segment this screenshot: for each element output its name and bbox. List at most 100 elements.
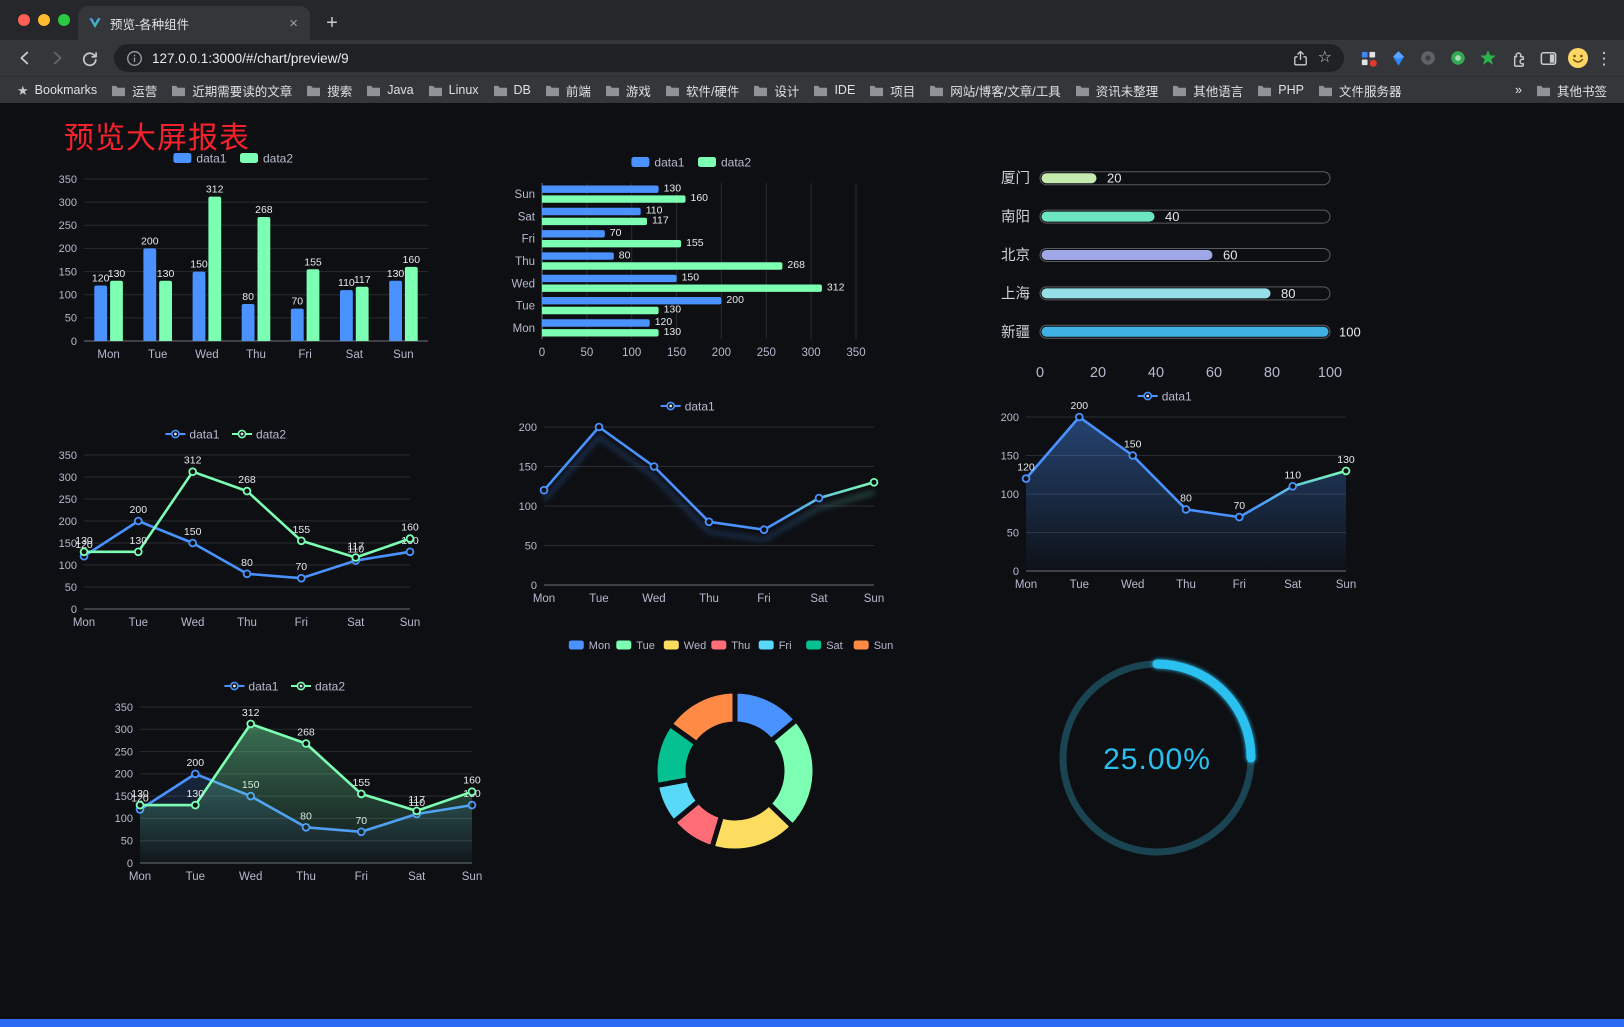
tab-close-button[interactable]: ×: [289, 14, 298, 32]
browser-menu-icon[interactable]: ⋮: [1595, 48, 1613, 68]
tab-strip: 预览-各种组件 × +: [0, 0, 1624, 40]
svg-text:Fri: Fri: [298, 349, 311, 361]
percent-gauge-chart[interactable]: 25.00%: [1028, 641, 1286, 879]
svg-text:Thu: Thu: [1176, 579, 1196, 591]
tab-preview[interactable]: 预览-各种组件 ×: [78, 6, 310, 40]
svg-text:Fri: Fri: [1233, 579, 1246, 591]
svg-text:Fri: Fri: [295, 617, 308, 629]
two-series-line-chart[interactable]: data1 data2 0 50 100 150 200 250 300 350 Mon Tue Wed…: [40, 421, 426, 639]
svg-text:300: 300: [59, 197, 77, 209]
bookmark-folder-0[interactable]: 运营: [104, 78, 164, 103]
bookmark-folder-16[interactable]: 文件服务器: [1311, 78, 1409, 103]
svg-text:200: 200: [712, 347, 731, 359]
bookmark-folder-14[interactable]: 其他语言: [1165, 78, 1250, 103]
svg-text:150: 150: [1124, 439, 1142, 451]
bookmark-folder-1[interactable]: 近期需要读的文章: [164, 78, 299, 103]
extension-star-icon[interactable]: [1474, 44, 1502, 72]
svg-text:data2: data2: [315, 679, 345, 693]
svg-text:300: 300: [115, 724, 133, 736]
bookmark-folder-11[interactable]: 项目: [862, 78, 922, 103]
horizontal-bar-chart[interactable]: data1 data2 0 50 100 150 200 250 300 350 Mon 120 130…: [498, 149, 898, 367]
svg-text:0: 0: [127, 858, 133, 870]
svg-text:Thu: Thu: [699, 593, 719, 605]
svg-text:data2: data2: [263, 151, 293, 165]
bookmark-label: 软件/硬件: [685, 84, 740, 99]
extension-green-circle-icon[interactable]: [1444, 44, 1472, 72]
site-info-icon[interactable]: [126, 50, 143, 67]
bookmark-folder-2[interactable]: 搜索: [299, 78, 359, 103]
bookmarks-overflow-button[interactable]: »: [1515, 83, 1522, 97]
forward-button[interactable]: [42, 43, 72, 73]
svg-text:0: 0: [1036, 365, 1044, 381]
bookmark-folder-13[interactable]: 资讯未整理: [1068, 78, 1166, 103]
svg-text:200: 200: [1071, 400, 1089, 412]
bookmark-folder-6[interactable]: 前端: [538, 78, 598, 103]
bookmark-item-root[interactable]: ★ Bookmarks: [10, 80, 104, 100]
new-tab-button[interactable]: +: [326, 11, 338, 34]
svg-text:80: 80: [619, 249, 631, 261]
svg-text:130: 130: [1337, 454, 1355, 466]
svg-text:200: 200: [59, 516, 77, 528]
svg-text:70: 70: [1233, 500, 1245, 512]
close-window-button[interactable]: [18, 14, 30, 26]
other-bookmarks-folder[interactable]: 其他书签: [1529, 78, 1614, 103]
bookmark-folder-4[interactable]: Linux: [421, 80, 486, 100]
bookmark-folder-9[interactable]: 设计: [746, 78, 806, 103]
svg-text:150: 150: [190, 259, 208, 271]
svg-text:120: 120: [92, 273, 110, 285]
gradient-line-chart[interactable]: data1 0 50 100 150 200 Mon Tue Wed Thu Fri Sat Sun: [500, 393, 890, 615]
back-button[interactable]: [10, 43, 40, 73]
svg-text:Fri: Fri: [355, 871, 368, 883]
minimize-window-button[interactable]: [38, 14, 50, 26]
bookmark-label: DB: [513, 83, 531, 97]
url-text[interactable]: 127.0.0.1:3000/#/chart/preview/9: [152, 50, 349, 66]
bookmark-folder-5[interactable]: DB: [486, 80, 538, 100]
folder-icon: [111, 84, 126, 97]
bookmark-folder-15[interactable]: PHP: [1250, 80, 1311, 100]
svg-text:Sat: Sat: [826, 640, 843, 652]
svg-text:120: 120: [655, 316, 673, 328]
city-progress-chart[interactable]: 厦门 20 南阳 40 北京 60 上海 80 新疆 100 0 20 40 60 80 100: [988, 149, 1366, 387]
gradient-area-chart[interactable]: data1 0 50 100 150 200 Mon Tue Wed Thu Fri Sat Sun 12…: [982, 383, 1362, 601]
svg-text:data1: data1: [685, 399, 715, 413]
folder-icon: [493, 84, 508, 97]
bookmark-label: Java: [387, 83, 414, 97]
bookmark-label: 网站/博客/文章/工具: [950, 84, 1061, 99]
bookmark-folder-7[interactable]: 游戏: [598, 78, 658, 103]
extension-grid-icon[interactable]: [1354, 44, 1382, 72]
reload-button[interactable]: [74, 43, 104, 73]
bookmark-star-icon[interactable]: ☆: [1317, 49, 1332, 66]
folder-icon: [1075, 84, 1090, 97]
folder-icon: [665, 84, 680, 97]
svg-text:data1: data1: [1162, 389, 1192, 403]
svg-text:117: 117: [408, 794, 425, 806]
svg-text:Fri: Fri: [757, 593, 770, 605]
svg-text:130: 130: [664, 182, 682, 194]
fullscreen-window-button[interactable]: [58, 14, 70, 26]
extensions-puzzle-icon[interactable]: [1504, 44, 1532, 72]
week-donut-chart[interactable]: Mon Tue Wed Thu Fri Sat Sun: [545, 631, 925, 879]
svg-text:150: 150: [519, 461, 537, 473]
bookmark-label: 其他书签: [1556, 84, 1607, 99]
svg-text:Sun: Sun: [1336, 579, 1356, 591]
grouped-bar-chart[interactable]: data1 data2 0 50 100 150 200 250 300 350 Mon 120 130…: [40, 145, 440, 371]
svg-text:150: 150: [59, 266, 77, 278]
bookmark-label: Bookmarks: [34, 83, 98, 97]
bookmark-folder-3[interactable]: Java: [359, 80, 420, 100]
extension-gray-circle-icon[interactable]: [1414, 44, 1442, 72]
footer-accent-bar: [0, 1019, 1624, 1027]
bookmark-folder-12[interactable]: 网站/博客/文章/工具: [922, 78, 1067, 103]
bookmark-label: 搜索: [327, 84, 353, 99]
extension-gem-icon[interactable]: [1384, 44, 1412, 72]
svg-text:Fri: Fri: [779, 640, 792, 652]
bookmark-folder-8[interactable]: 软件/硬件: [658, 78, 746, 103]
line-area-chart[interactable]: data1 data2 0 50 100 150 200 250 300 350 Mon Tue Wed…: [96, 673, 488, 893]
svg-text:南阳: 南阳: [1001, 209, 1030, 226]
svg-text:120: 120: [131, 793, 149, 805]
bookmark-folder-10[interactable]: IDE: [806, 80, 862, 100]
profile-avatar[interactable]: [1564, 44, 1592, 72]
bookmark-label: 游戏: [625, 84, 651, 99]
address-bar[interactable]: 127.0.0.1:3000/#/chart/preview/9 ☆: [114, 44, 1344, 72]
side-panel-icon[interactable]: [1534, 44, 1562, 72]
share-icon[interactable]: [1292, 50, 1309, 67]
